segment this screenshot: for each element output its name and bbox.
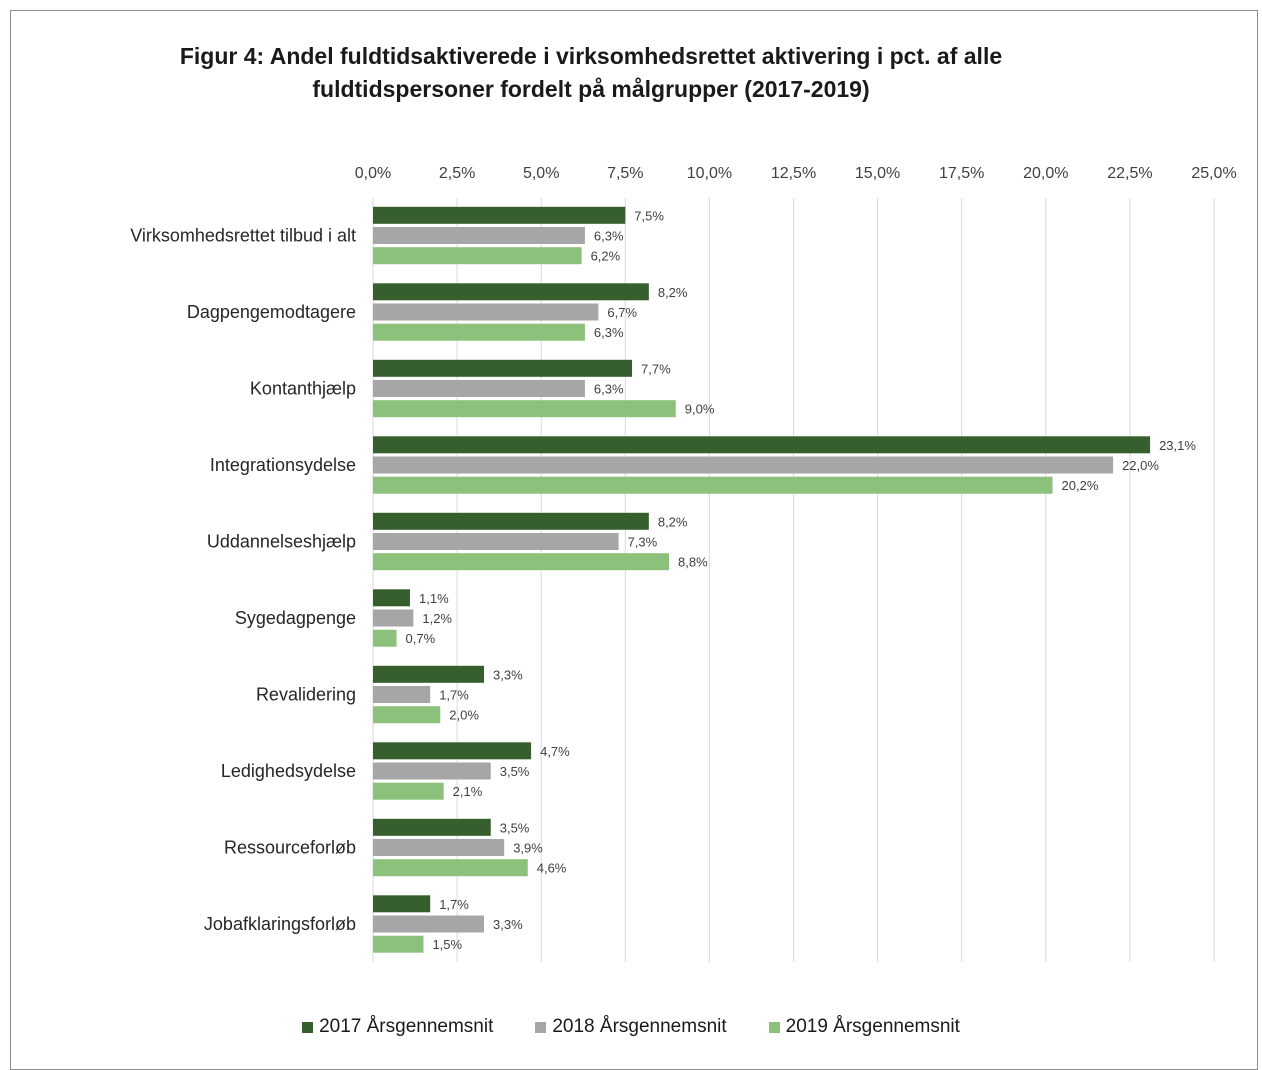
data-label: 1,1% bbox=[419, 591, 449, 606]
category-label: Kontanthjælp bbox=[250, 379, 356, 399]
legend-label-2017: 2017 Årsgennemsnit bbox=[319, 1016, 494, 1037]
data-label: 1,7% bbox=[439, 897, 469, 912]
category-label: Integrationsydelse bbox=[210, 455, 356, 475]
legend-item-2017: 2017 Årsgennemsnit bbox=[302, 1016, 493, 1038]
chart-title-line-1: Figur 4: Andel fuldtidsaktiverede i virk… bbox=[179, 43, 1003, 69]
legend-label-2019: 2019 Årsgennemsnit bbox=[785, 1016, 960, 1037]
data-label: 6,3% bbox=[594, 229, 624, 244]
bar bbox=[373, 839, 505, 856]
bar bbox=[373, 227, 585, 244]
bar bbox=[373, 935, 424, 953]
data-label: 8,8% bbox=[678, 555, 708, 570]
data-label: 3,9% bbox=[513, 841, 543, 856]
x-tick-label: 20,0% bbox=[1023, 165, 1068, 182]
category-label: Revalidering bbox=[256, 685, 356, 705]
data-label: 3,5% bbox=[500, 820, 530, 835]
x-tick-label: 25,0% bbox=[1191, 165, 1236, 182]
bar bbox=[373, 782, 444, 800]
data-label: 6,2% bbox=[591, 249, 621, 264]
bar bbox=[373, 818, 491, 836]
legend-item-2019: 2019 Årsgennemsnit bbox=[768, 1016, 960, 1038]
data-label: 7,3% bbox=[628, 535, 658, 550]
bar bbox=[373, 359, 633, 377]
data-label: 3,3% bbox=[493, 667, 523, 682]
data-label: 20,2% bbox=[1062, 478, 1099, 493]
data-label: 8,2% bbox=[658, 514, 688, 529]
chart-title: Figur 4: Andel fuldtidsaktiverede i virk… bbox=[0, 40, 1182, 106]
bar bbox=[373, 686, 431, 703]
legend-item-2018: 2018 Årsgennemsnit bbox=[535, 1016, 727, 1038]
data-label: 23,1% bbox=[1159, 438, 1196, 453]
bar bbox=[373, 456, 1114, 474]
data-label: 3,5% bbox=[500, 764, 530, 779]
bar bbox=[373, 400, 676, 418]
bar bbox=[373, 762, 491, 780]
bar bbox=[373, 706, 441, 724]
bar bbox=[373, 512, 649, 530]
category-label: Ressourceforløb bbox=[224, 838, 356, 858]
bar bbox=[373, 895, 431, 913]
x-tick-label: 12,5% bbox=[771, 165, 816, 182]
category-label: Ledighedsydelse bbox=[221, 761, 356, 781]
bar bbox=[373, 247, 582, 265]
data-label: 8,2% bbox=[658, 285, 688, 300]
x-tick-label: 15,0% bbox=[855, 165, 900, 182]
bar bbox=[373, 323, 585, 341]
legend: 2017 Årsgennemsnit 2018 Årsgennemsnit 20… bbox=[0, 1016, 1262, 1038]
bar bbox=[373, 859, 528, 877]
chart-title-line-2: fuldtidspersoner fordelt på målgrupper (… bbox=[312, 76, 870, 102]
bar bbox=[373, 553, 670, 571]
x-tick-label: 0,0% bbox=[355, 165, 391, 182]
data-label: 4,6% bbox=[537, 861, 567, 876]
bar bbox=[373, 476, 1053, 494]
category-label: Sygedagpenge bbox=[235, 608, 356, 628]
x-tick-label: 7,5% bbox=[607, 165, 643, 182]
bar bbox=[373, 915, 485, 933]
bar bbox=[373, 742, 532, 760]
data-label: 3,3% bbox=[493, 917, 523, 932]
legend-label-2018: 2018 Årsgennemsnit bbox=[552, 1016, 727, 1037]
category-label: Virksomhedsrettet tilbud i alt bbox=[130, 226, 356, 246]
bar bbox=[373, 589, 411, 607]
bar bbox=[373, 533, 619, 550]
data-label: 4,7% bbox=[540, 744, 570, 759]
data-label: 2,0% bbox=[449, 708, 479, 723]
legend-swatch-2019 bbox=[768, 1021, 780, 1033]
data-label: 1,7% bbox=[439, 688, 469, 703]
data-label: 6,7% bbox=[607, 305, 637, 320]
bar bbox=[373, 283, 649, 301]
legend-swatch-2018 bbox=[535, 1021, 547, 1033]
category-label: Uddannelseshjælp bbox=[207, 532, 356, 552]
data-label: 9,0% bbox=[685, 402, 715, 417]
bar bbox=[373, 380, 585, 397]
data-label: 6,3% bbox=[594, 382, 624, 397]
data-label: 6,3% bbox=[594, 325, 624, 340]
x-tick-label: 5,0% bbox=[523, 165, 559, 182]
data-label: 22,0% bbox=[1122, 458, 1159, 473]
data-label: 7,5% bbox=[634, 208, 664, 223]
data-label: 2,1% bbox=[453, 784, 483, 799]
bar bbox=[373, 665, 485, 683]
bar bbox=[373, 609, 414, 627]
category-label: Dagpengemodtagere bbox=[187, 302, 356, 322]
bar bbox=[373, 629, 397, 647]
bar bbox=[373, 303, 599, 321]
legend-swatch-2017 bbox=[302, 1021, 314, 1033]
bar bbox=[373, 206, 626, 224]
x-tick-label: 2,5% bbox=[439, 165, 475, 182]
x-tick-label: 17,5% bbox=[939, 165, 984, 182]
data-label: 7,7% bbox=[641, 361, 671, 376]
x-tick-label: 22,5% bbox=[1107, 165, 1152, 182]
data-label: 1,2% bbox=[422, 611, 452, 626]
bar bbox=[373, 436, 1151, 454]
category-label: Jobafklaringsforløb bbox=[204, 914, 356, 934]
x-tick-label: 10,0% bbox=[687, 165, 732, 182]
data-label: 0,7% bbox=[406, 631, 436, 646]
data-label: 1,5% bbox=[432, 937, 462, 952]
